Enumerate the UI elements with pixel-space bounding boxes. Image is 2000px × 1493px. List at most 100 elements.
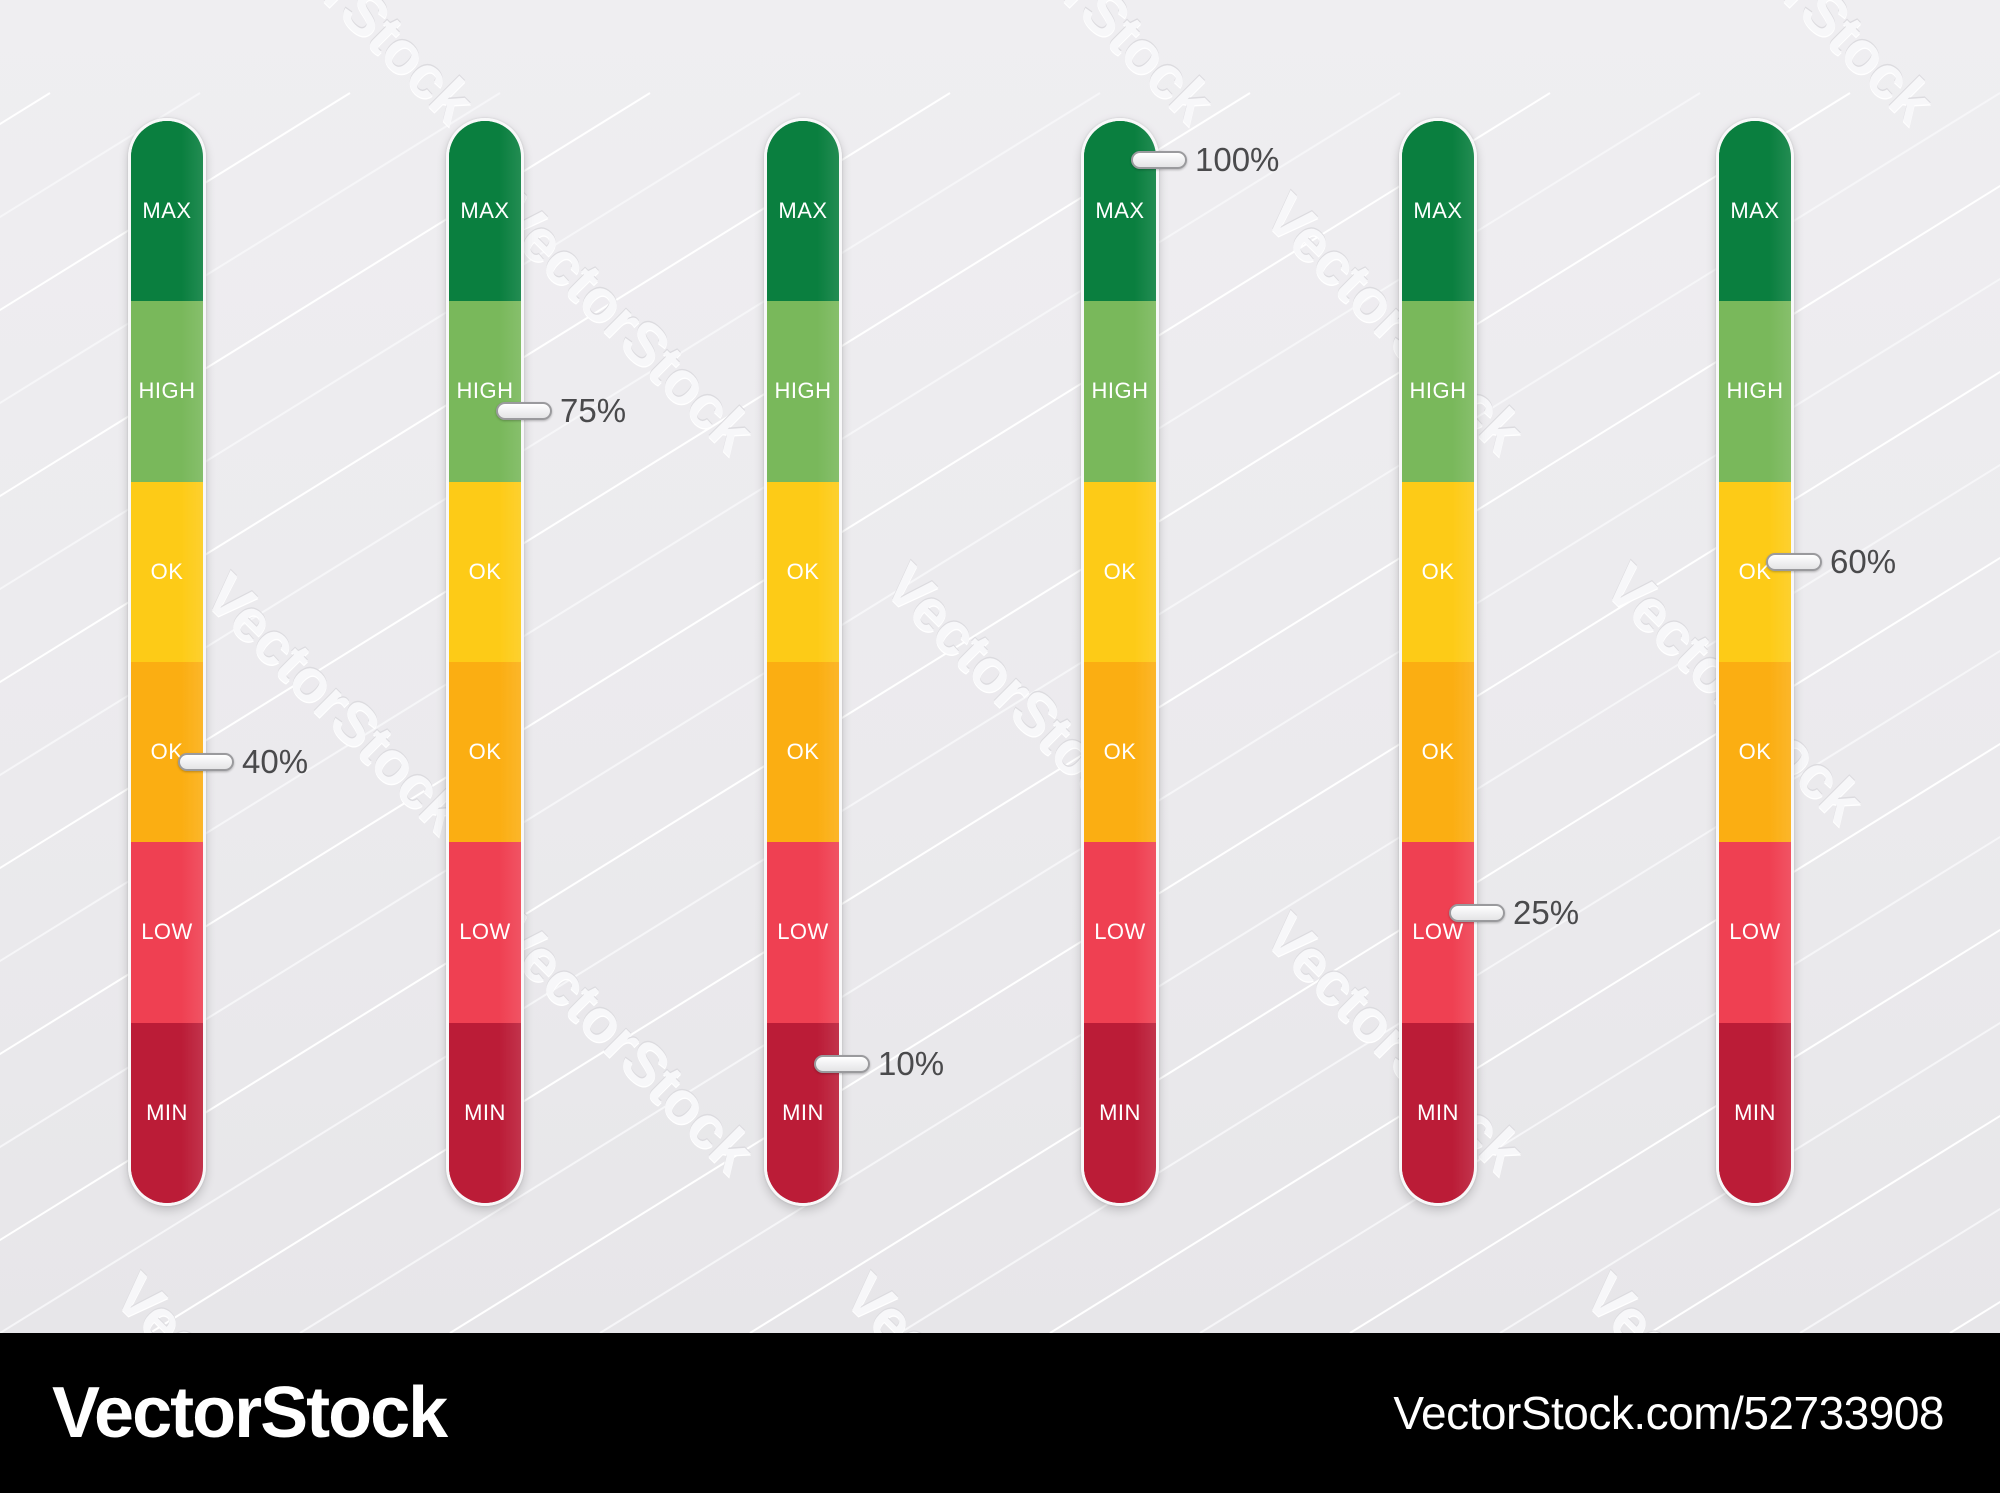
segment-label: LOW: [1094, 919, 1146, 945]
footer-brand-logo: VectorStock: [52, 1373, 448, 1453]
segment-label: OK: [1103, 558, 1137, 584]
percentage-label: 60%: [1830, 542, 1897, 580]
segment-label: MIN: [1734, 1099, 1776, 1125]
footer-image-id: VectorStock.com/52733908: [1393, 1387, 1944, 1439]
segment-label: MAX: [778, 198, 828, 224]
watermark-text: VectorStock: [201, 0, 487, 136]
meter-bar: MAX HIGH OK OK LOW MIN: [1716, 118, 1794, 1206]
meter-segment-ok-lower: OK: [131, 661, 203, 843]
level-indicator[interactable]: 10%: [814, 1045, 944, 1082]
diagonal-line: [1949, 1300, 2000, 1333]
slider-knob[interactable]: [178, 753, 234, 772]
diagonal-line: [0, 92, 1401, 963]
meter-segment-ok-upper: OK: [1084, 481, 1156, 662]
meter-segment-low: LOW: [1719, 842, 1791, 1023]
segment-label: OK: [150, 558, 184, 584]
level-indicator[interactable]: 100%: [1131, 141, 1279, 178]
watermark-text: VectorStock: [191, 560, 477, 846]
meter-segment-min: MIN: [1719, 1022, 1791, 1203]
segment-label: HIGH: [138, 378, 196, 404]
level-meter: MAX HIGH OK OK LOW MIN 40%: [128, 118, 308, 1206]
meter-segment-max: MAX: [767, 121, 839, 302]
meter-segment-high: HIGH: [449, 301, 521, 482]
watermark-text: VectorStock: [1661, 0, 1947, 136]
watermark-text: VectorStock: [1571, 1260, 1857, 1333]
percentage-label: 40%: [242, 743, 309, 781]
meter-segment-ok-lower: OK: [1084, 661, 1156, 843]
segment-label: OK: [1103, 739, 1137, 765]
slider-knob[interactable]: [1449, 904, 1505, 922]
segment-label: MAX: [142, 198, 192, 224]
meter-segment-ok-upper: OK: [449, 481, 521, 662]
percentage-label: 100%: [1195, 141, 1280, 178]
segment-label: OK: [1738, 558, 1772, 584]
watermark-text: VectorStock: [1251, 180, 1537, 466]
level-indicator[interactable]: 75%: [496, 392, 626, 429]
segment-label: OK: [786, 739, 820, 765]
slider-knob[interactable]: [496, 402, 552, 420]
segment-label: LOW: [459, 919, 511, 945]
meter-bar: MAX HIGH OK OK LOW MIN: [128, 118, 206, 1206]
meter-bar: MAX HIGH OK OK LOW MIN: [764, 118, 842, 1206]
segment-label: LOW: [141, 919, 193, 945]
meter-segment-ok-upper: OK: [1719, 481, 1791, 662]
meter-segment-low: LOW: [1402, 842, 1474, 1023]
level-indicator[interactable]: 40%: [178, 743, 308, 780]
level-meter: MAX HIGH OK OK LOW MIN 75%: [446, 118, 626, 1206]
segment-label: LOW: [1729, 919, 1781, 945]
meter-segment-low: LOW: [449, 842, 521, 1023]
meter-segment-high: HIGH: [131, 301, 203, 482]
segment-label: HIGH: [1091, 378, 1149, 404]
level-meter: MAX HIGH OK OK LOW MIN 100%: [1081, 118, 1279, 1206]
slider-knob[interactable]: [814, 1054, 870, 1073]
percentage-label: 75%: [560, 392, 627, 429]
level-indicator[interactable]: 25%: [1449, 894, 1579, 931]
diagonal-line: [1199, 835, 2000, 1333]
slider-knob[interactable]: [1766, 552, 1822, 571]
watermark-text: VectorStock: [831, 1260, 1117, 1333]
diagonal-line: [0, 92, 2000, 1333]
meter-segment-ok-upper: OK: [767, 481, 839, 662]
meter-bar: MAX HIGH OK OK LOW MIN: [1399, 118, 1477, 1206]
meter-segment-low: LOW: [1084, 842, 1156, 1023]
diagonal-line: [1799, 1207, 2000, 1333]
segment-label: OK: [468, 558, 502, 584]
meter-segment-ok-upper: OK: [1402, 481, 1474, 662]
diagonal-line: [0, 92, 1851, 1242]
meter-bar: MAX HIGH OK OK LOW MIN: [1081, 118, 1159, 1206]
meter-segment-min: MIN: [1402, 1022, 1474, 1203]
meter-segment-high: HIGH: [1402, 301, 1474, 482]
meter-segment-min: MIN: [767, 1022, 839, 1203]
segment-label: HIGH: [456, 378, 514, 404]
meter-segment-ok-lower: OK: [1719, 661, 1791, 843]
meter-segment-low: LOW: [131, 842, 203, 1023]
segment-label: HIGH: [1726, 378, 1784, 404]
diagonal-line: [1049, 742, 2000, 1333]
level-meter: MAX HIGH OK OK LOW MIN 25%: [1399, 118, 1579, 1206]
segment-label: OK: [150, 739, 184, 765]
meter-segment-ok-upper: OK: [131, 481, 203, 662]
meter-segment-low: LOW: [767, 842, 839, 1023]
meter-segment-ok-lower: OK: [1402, 661, 1474, 843]
meter-segment-min: MIN: [131, 1022, 203, 1203]
percentage-label: 10%: [878, 1044, 945, 1082]
segment-label: LOW: [1412, 919, 1464, 945]
meter-segment-high: HIGH: [767, 301, 839, 482]
image-canvas: VectorStock VectorStock VectorStock VectorS…: [0, 0, 2000, 1333]
meter-bar: MAX HIGH OK OK LOW MIN: [446, 118, 524, 1206]
diagonal-line: [749, 556, 2000, 1333]
segment-label: MAX: [1413, 198, 1463, 224]
segment-label: OK: [1738, 739, 1772, 765]
meter-segment-max: MAX: [131, 121, 203, 302]
watermark-text: VectorStock: [1251, 900, 1537, 1186]
segment-label: MAX: [1730, 198, 1780, 224]
level-indicator[interactable]: 60%: [1766, 543, 1896, 580]
segment-label: MIN: [1099, 1099, 1141, 1125]
segment-label: MIN: [1417, 1099, 1459, 1125]
slider-knob[interactable]: [1131, 151, 1187, 169]
meter-segment-max: MAX: [449, 121, 521, 302]
segment-label: OK: [1421, 739, 1455, 765]
meter-segment-min: MIN: [1084, 1022, 1156, 1203]
segment-label: OK: [1421, 558, 1455, 584]
diagonal-line: [1649, 1114, 2000, 1333]
